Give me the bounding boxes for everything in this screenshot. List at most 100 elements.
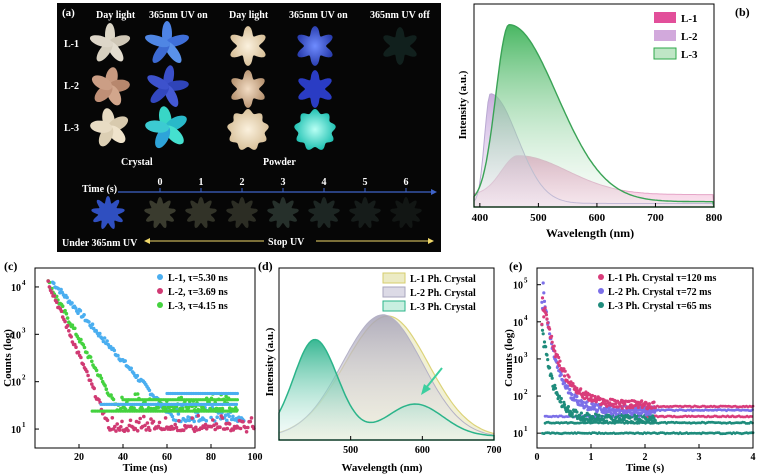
crystal-l2-uv <box>147 65 189 107</box>
panel-c-ytick-label-2: 10 <box>11 378 21 389</box>
panel-b-xtick-label-800: 800 <box>706 212 723 224</box>
panel-e-point <box>626 420 630 424</box>
panel-e-point <box>636 405 641 410</box>
panel-e-point <box>548 327 552 331</box>
panel-c-point <box>81 343 86 347</box>
panel-e-point <box>557 364 562 368</box>
panel-c-point <box>135 373 140 378</box>
panel-e-point <box>542 299 547 303</box>
panel-e-point <box>614 402 618 406</box>
panel-e-point <box>570 412 574 416</box>
panel-d-legend-swatch-l2 <box>382 286 406 298</box>
panel-e-point <box>640 399 644 403</box>
panel-e-point <box>611 402 615 406</box>
panel-c-xtick-label-80: 80 <box>206 452 216 463</box>
panel-e-point <box>566 405 571 409</box>
panel-c-point <box>208 406 213 411</box>
panel-d-legend-l1: L-1 Ph. Crystal <box>410 274 476 285</box>
panel-c-legend-marker-l1 <box>157 274 163 280</box>
panel-e-point <box>642 420 646 424</box>
panel-c-point <box>103 383 107 388</box>
panel-e-point <box>579 387 583 391</box>
panel-e-legend-marker-l1 <box>598 274 604 280</box>
panel-c-point <box>82 313 86 317</box>
panel-c-point <box>110 416 115 420</box>
panel-c-point <box>87 320 91 324</box>
panel-e-legend-l3: L-3 Ph. Crystal τ=65 ms <box>608 301 711 312</box>
panel-e-point <box>618 411 622 415</box>
panel-e-point <box>638 402 643 406</box>
panel-e-point <box>568 387 572 392</box>
afterglow-star-uv <box>91 196 125 229</box>
panel-c-point <box>196 413 200 418</box>
panel-e-ylabel: Counts (log) <box>503 329 515 387</box>
panel-c-point <box>109 393 113 397</box>
panel-e-point <box>544 345 548 349</box>
panel-e-point <box>587 413 591 417</box>
panel-e-point <box>631 420 635 424</box>
panel-e-point <box>544 313 549 317</box>
panel-e-point <box>546 321 550 325</box>
panel-c-point <box>98 373 102 378</box>
panel-c-point <box>157 420 162 425</box>
panel-c-point <box>65 323 70 328</box>
panel-b-legend-swatch-l3 <box>653 47 677 60</box>
panel-c-legend-marker-l2 <box>157 288 163 294</box>
crystal-l1-uv <box>145 21 189 64</box>
panel-e-ytick-label-4: 10 <box>513 318 523 329</box>
panel-e-point <box>540 328 545 332</box>
stop-uv-arrow-right <box>428 238 434 244</box>
panel-b-label: (b) <box>735 5 750 19</box>
panel-e-point <box>553 349 557 353</box>
panel-c-point <box>46 279 50 283</box>
crystal-label: Crystal <box>121 157 153 168</box>
panel-c-point <box>74 345 78 350</box>
col-header-3: Day light <box>229 10 269 21</box>
panel-e-point <box>570 392 574 397</box>
panel-e-ytick-label-2: 10 <box>513 392 523 403</box>
panel-e-point <box>648 412 652 416</box>
panel-c-point <box>181 428 186 433</box>
afterglow-star-5 <box>349 197 381 228</box>
panel-e-point <box>623 402 627 406</box>
afterglow-star-0 <box>144 197 176 228</box>
panel-e-point <box>543 306 547 310</box>
panel-c-point <box>82 345 87 350</box>
panel-c-point <box>156 424 161 429</box>
panel-c-point <box>163 416 168 420</box>
panel-c-point <box>90 382 94 386</box>
panel-b-frame <box>473 3 715 208</box>
panel-c-point <box>189 424 193 429</box>
panel-e-point <box>583 413 587 418</box>
panel-c-point <box>173 422 177 427</box>
panel-e-xtick-label-2: 2 <box>643 452 648 463</box>
panel-c-point <box>204 419 209 423</box>
panel-d-legend-l3: L-3 Ph. Crystal <box>410 302 476 313</box>
panel-c-point <box>227 414 232 419</box>
panel-b-xtick-label-500: 500 <box>530 212 547 224</box>
panel-c-point <box>52 281 56 286</box>
panel-e-ytick-label-5: 10 <box>513 281 523 292</box>
panel-e-point <box>614 412 619 416</box>
panel-e-point <box>545 317 549 321</box>
panel-e-xtick-label-1: 1 <box>589 452 594 463</box>
panel-e-point <box>577 413 582 417</box>
panel-d-shoulder-arrow <box>425 367 443 389</box>
col-header-1: Day light <box>96 10 136 21</box>
panel-c-point <box>59 287 63 292</box>
panel-c-ytick-exp-3: 3 <box>22 326 26 334</box>
panel-e-point <box>557 355 561 360</box>
panel-c-point <box>147 388 152 393</box>
panel-e-point <box>618 404 622 408</box>
panel-c-point <box>85 350 89 355</box>
panel-e-point <box>542 315 546 319</box>
panel-c-point <box>63 319 67 324</box>
panel-e-point <box>628 406 632 410</box>
panel-e-point <box>562 403 567 407</box>
panel-b-legend-swatch-l1 <box>654 12 676 23</box>
panel-c-point <box>234 409 239 413</box>
panel-e-ytick-label-3: 10 <box>513 355 523 366</box>
panel-c-point <box>111 397 116 402</box>
